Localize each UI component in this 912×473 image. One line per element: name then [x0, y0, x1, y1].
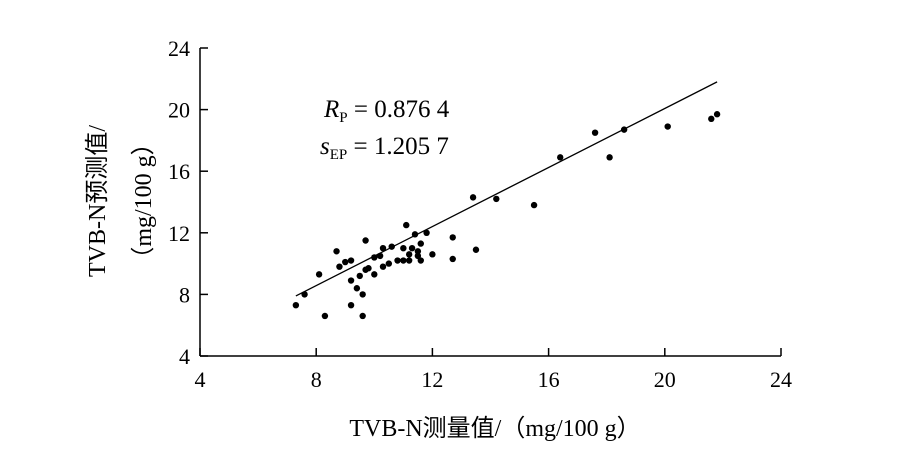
data-point [365, 265, 372, 272]
data-point [493, 195, 500, 203]
y-tick-label: 20 [168, 98, 190, 123]
data-point [385, 260, 393, 267]
data-point [591, 129, 599, 136]
data-point [359, 291, 366, 298]
rp-annotation: RP = 0.876 4 [323, 96, 450, 126]
data-points [292, 111, 721, 320]
x-axis-label: TVB-N测量值/（mg/100 g） [349, 415, 640, 442]
data-point [713, 111, 721, 118]
data-point [449, 234, 456, 241]
sep-value: = 1.205 7 [347, 133, 449, 160]
data-point [664, 123, 671, 130]
data-point [400, 245, 407, 252]
data-point [301, 291, 308, 298]
y-tick-label: 4 [179, 344, 190, 369]
regression-line [295, 81, 718, 297]
data-point [469, 194, 477, 201]
x-tick-label: 16 [538, 367, 560, 392]
sep-annotation: sEP = 1.205 7 [320, 133, 449, 163]
data-point [400, 257, 407, 264]
data-point [606, 154, 613, 161]
rp-symbol: R [323, 96, 339, 123]
sep-subscript: EP [330, 147, 348, 163]
data-point [394, 257, 401, 264]
y-tick-label: 24 [168, 36, 190, 61]
data-point [379, 245, 387, 252]
data-point [371, 271, 378, 278]
x-ticks: 4 8 12 16 20 24 [195, 348, 792, 392]
data-point [388, 243, 395, 250]
data-point [333, 248, 340, 255]
y-axis-label-line1: TVB-N预测值/ [84, 125, 111, 277]
data-point [449, 255, 456, 263]
data-point [342, 258, 349, 266]
y-tick-label: 12 [168, 221, 190, 246]
data-point [362, 237, 369, 244]
y-tick-label: 16 [168, 159, 190, 184]
data-point [620, 126, 628, 133]
sep-symbol: s [320, 133, 330, 160]
data-point [359, 312, 366, 320]
data-point [347, 277, 355, 284]
y-ticks: 4 8 12 16 20 24 [168, 36, 208, 369]
data-point [408, 245, 416, 252]
data-point [405, 257, 413, 264]
rp-value: = 0.876 4 [348, 96, 450, 123]
data-point [423, 229, 430, 236]
x-tick-label: 8 [311, 367, 322, 392]
y-axis-label-line2: （mg/100 g） [131, 131, 157, 270]
data-point [708, 115, 715, 123]
data-point [403, 221, 410, 229]
rp-subscript: P [339, 110, 347, 126]
regression-line-group [295, 81, 718, 297]
axes [199, 48, 781, 357]
y-tick-label: 8 [179, 282, 190, 307]
data-point [376, 252, 384, 260]
data-point [405, 251, 413, 258]
data-point [530, 201, 538, 209]
data-point [321, 312, 329, 320]
data-point [371, 254, 378, 261]
data-point [414, 252, 422, 260]
data-point [353, 285, 361, 292]
data-point [417, 257, 424, 264]
data-point [379, 263, 387, 270]
data-point [356, 272, 363, 280]
data-point [417, 240, 424, 247]
y-axis-label-group: TVB-N预测值/ （mg/100 g） [84, 125, 157, 277]
data-point [414, 248, 422, 255]
x-tick-label: 24 [770, 367, 792, 392]
data-point [347, 301, 355, 309]
data-point [315, 271, 323, 278]
data-point [429, 251, 436, 258]
x-tick-label: 4 [195, 367, 206, 392]
x-tick-label: 12 [421, 367, 443, 392]
data-point [411, 231, 419, 238]
data-point [472, 246, 480, 253]
data-point [347, 257, 355, 264]
data-point [557, 154, 564, 161]
x-tick-label: 20 [654, 367, 676, 392]
data-point [292, 301, 300, 309]
data-point [336, 263, 343, 270]
